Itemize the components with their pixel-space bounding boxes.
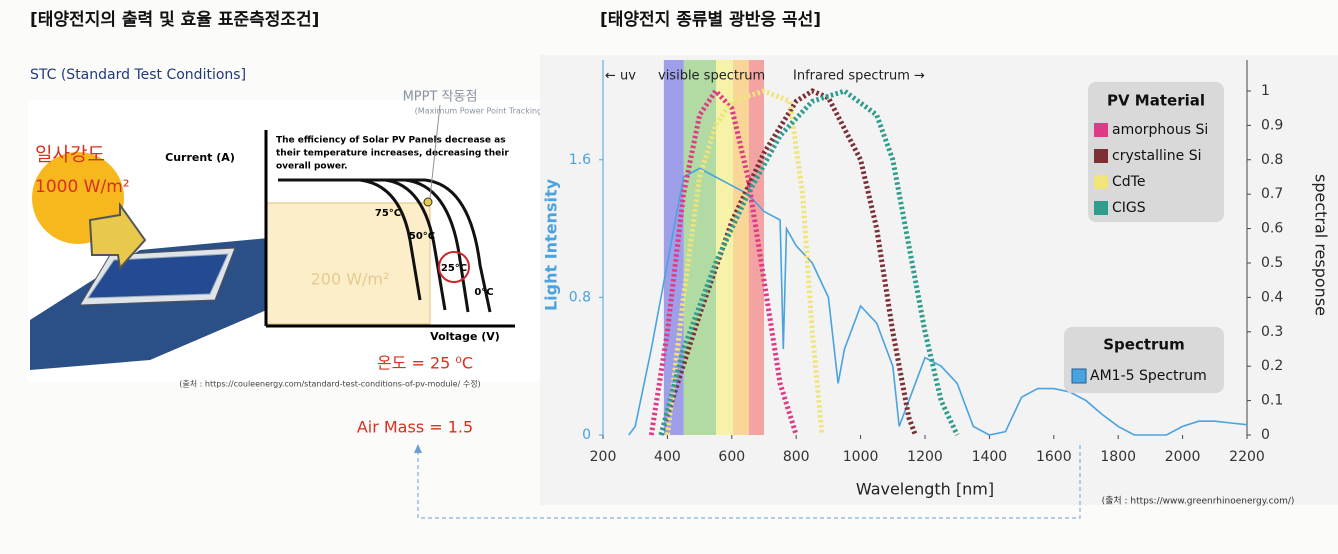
x-axis-label: Wavelength [nm] — [856, 480, 994, 499]
x-tick-label: 600 — [718, 449, 745, 465]
x-tick-label: 800 — [783, 449, 810, 465]
y-tick-label: 1.6 — [569, 152, 591, 168]
x-tick-label: 2200 — [1229, 449, 1265, 465]
curve-label: 25°C — [441, 263, 467, 274]
x-tick-label: 1600 — [1036, 449, 1072, 465]
sun-arrow — [88, 201, 147, 271]
legend-label: amorphous Si — [1112, 122, 1208, 138]
y2-tick-label: 1 — [1261, 83, 1270, 99]
x-tick-label: 1000 — [843, 449, 879, 465]
mppt-point — [423, 197, 433, 207]
x-tick-label: 1800 — [1100, 449, 1136, 465]
iv-y-label: Current (A) — [165, 151, 235, 164]
mppt-pointer — [429, 104, 441, 199]
curve-label: 75°C — [375, 208, 401, 219]
legend-title: Spectrum — [1103, 336, 1184, 354]
spectrum-band — [683, 60, 717, 435]
curve-label: 50°C — [409, 231, 435, 242]
irradiance-label: 일사강도 — [35, 144, 105, 166]
iv-x-label: Voltage (V) — [430, 330, 500, 343]
spectrum-band — [663, 60, 684, 435]
legend-swatch — [1071, 368, 1087, 384]
legend-label: CIGS — [1112, 200, 1146, 216]
legend-label: AM1-5 Spectrum — [1090, 368, 1207, 384]
mppt-label: MPPT 작동점 — [403, 90, 478, 105]
legend-title: PV Material — [1107, 92, 1205, 110]
efficiency-note: The efficiency of Solar PV Panels decrea… — [276, 136, 506, 146]
y-axis-label: Light Intensity — [542, 178, 561, 311]
iv-curve — [278, 178, 492, 313]
legend-swatch — [1094, 201, 1108, 215]
spectrum-line — [628, 167, 1248, 436]
spectrum-band — [733, 60, 749, 435]
x-tick-label: 1400 — [972, 449, 1008, 465]
x-tick-label: 400 — [654, 449, 681, 465]
subtitle: STC (Standard Test Conditions] — [30, 67, 246, 83]
air-mass: Air Mass = 1.5 — [357, 418, 473, 437]
legend-label: crystalline Si — [1112, 148, 1201, 164]
annotation: Infrared spectrum → — [793, 69, 925, 84]
mppt-note: (Maximum Power Point Tracking) — [415, 107, 546, 116]
connector-head — [414, 444, 422, 453]
legend-swatch — [1094, 149, 1108, 163]
efficiency-note: their temperature increases, decreasing … — [276, 149, 509, 159]
legend-swatch — [1094, 123, 1108, 137]
power-box — [266, 202, 431, 325]
y2-tick-label: 0.2 — [1261, 358, 1283, 374]
y2-tick-label: 0.9 — [1261, 117, 1283, 133]
chart: 200 400 600 800 1000 1200 1400 1600 1800 2000 2200… — [542, 60, 1331, 499]
y2-tick-label: 0.3 — [1261, 324, 1283, 340]
efficiency-note: overall power. — [276, 162, 348, 172]
spectrum-band — [748, 60, 764, 435]
right-title: [태양전지 종류별 광반응 곡선] — [600, 10, 821, 30]
spectrum-band — [716, 60, 734, 435]
y-tick-label: 0.8 — [569, 289, 591, 305]
irradiance-value: 1000 W/m² — [35, 177, 130, 197]
y-tick-label: 0 — [582, 427, 591, 443]
roof — [30, 235, 300, 370]
y2-tick-label: 0.5 — [1261, 255, 1283, 271]
y2-tick-label: 0.7 — [1261, 186, 1283, 202]
highlight-circle — [438, 251, 470, 283]
annotation: visible spectrum — [658, 69, 765, 84]
y2-tick-label: 0.6 — [1261, 221, 1283, 237]
x-tick-label: 200 — [590, 449, 617, 465]
response-curve — [658, 88, 960, 437]
annotation: ← uv — [605, 69, 636, 84]
x-tick-label: 1200 — [907, 449, 943, 465]
legend-label: CdTe — [1112, 174, 1145, 190]
y2-tick-label: 0.8 — [1261, 152, 1283, 168]
y2-axis-label: spectral response — [1312, 174, 1331, 316]
legend-swatch — [1094, 175, 1108, 189]
response-curve — [664, 88, 825, 436]
right-source: (출처 : https://www.greenrhinoenergy.com/) — [1102, 495, 1295, 507]
box-label: 200 W/m² — [311, 270, 390, 289]
legend-box — [1064, 327, 1224, 393]
y2-tick-label: 0.4 — [1261, 289, 1283, 305]
x-tick-label: 2000 — [1165, 449, 1201, 465]
left-title: [태양전지의 출력 및 효율 표준측정조건] — [30, 10, 319, 30]
temperature: 온도 = 25 ⁰C — [377, 354, 473, 373]
connector — [417, 445, 1081, 519]
left-source: (출처 : https://couleenergy.com/standard-t… — [179, 379, 480, 389]
y2-tick-label: 0 — [1261, 427, 1270, 443]
y2-tick-label: 0.1 — [1261, 393, 1283, 409]
legend-box — [1088, 82, 1224, 222]
curve-label: 0°C — [474, 287, 493, 298]
